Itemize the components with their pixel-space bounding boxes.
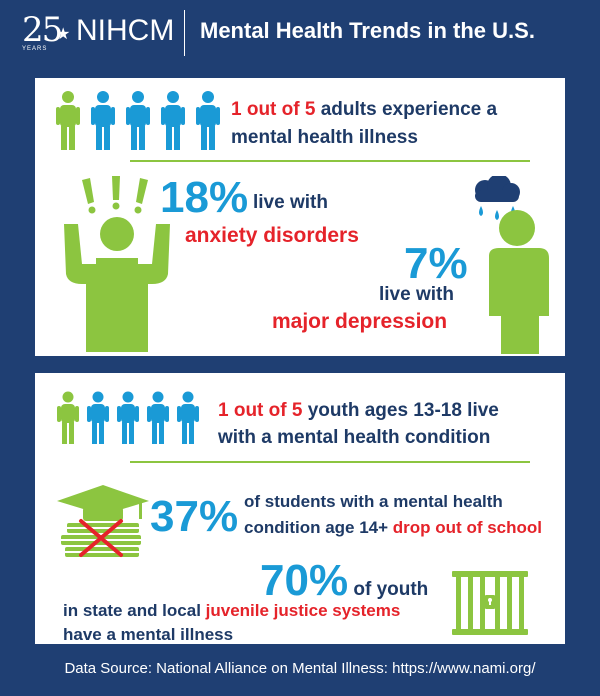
person-icon-blue	[177, 391, 199, 444]
youth-panel: 1 out of 5 youth ages 13-18 live with a …	[35, 373, 565, 644]
page-title: Mental Health Trends in the U.S.	[200, 18, 535, 43]
justice-line1a: in state and local	[63, 601, 206, 620]
anxiety-line2: anxiety disorders	[185, 224, 359, 247]
youth-stat: 1 out of 5 youth ages 13-18 live with a …	[218, 397, 499, 451]
logo-text: NIHCM	[76, 14, 175, 47]
divider	[130, 461, 530, 463]
data-source: Data Source: National Alliance on Mental…	[64, 660, 536, 677]
person-icon-blue	[87, 391, 109, 444]
person-icon-blue	[161, 91, 185, 150]
justice-text: in state and local juvenile justice syst…	[63, 599, 400, 647]
graduation-books-icon	[57, 485, 149, 557]
dropout-line2b: drop out of school	[392, 518, 542, 537]
person-icon-blue	[126, 91, 150, 150]
adults-stat: 1 out of 5 adults experience a mental he…	[231, 96, 497, 152]
dropout-text: of students with a mental health conditi…	[244, 489, 542, 541]
justice-after-pct: of youth	[348, 579, 429, 600]
anxiety-pct: 18%	[160, 173, 249, 222]
logo-number: 25	[22, 10, 63, 50]
justice-line1b: juvenile justice systems	[205, 601, 401, 620]
adults-stat-red: 1 out of 5	[231, 99, 316, 120]
depressed-person-icon	[475, 176, 549, 354]
justice-pct: 70%	[260, 556, 349, 605]
depression-line2: major depression	[272, 310, 448, 333]
people-row-icon	[56, 91, 220, 150]
dropout-line2a: condition age 14+	[244, 518, 393, 537]
justice-stat: 70% of youth	[260, 557, 428, 615]
person-icon-blue	[117, 391, 139, 444]
divider	[130, 160, 530, 162]
person-icon-blue	[147, 391, 169, 444]
depression-stat: 7%	[404, 240, 468, 298]
lock-icon	[488, 598, 492, 605]
person-icon-blue	[196, 91, 220, 150]
dropout-line1: of students with a mental health	[244, 492, 503, 511]
justice-line2: have a mental illness	[63, 625, 234, 644]
youth-row-icon	[57, 391, 199, 444]
adults-stat-rest1: adults experience a	[315, 99, 498, 120]
anxious-person-icon	[64, 176, 170, 352]
jail-cell-icon	[452, 571, 528, 635]
header: 25 YEARS ★ NIHCM Mental Health Trends in…	[0, 0, 600, 70]
adults-stat-rest2: mental health illness	[231, 127, 418, 148]
depression-line1: live with	[379, 284, 454, 305]
youth-stat-red: 1 out of 5	[218, 400, 303, 421]
logo-years: YEARS	[22, 46, 48, 52]
dropout-stat: 37%	[150, 493, 238, 551]
adults-panel: 1 out of 5 adults experience a mental he…	[35, 78, 565, 356]
person-icon-green	[56, 91, 80, 150]
dropout-pct: 37%	[150, 492, 239, 541]
cross-icon	[79, 519, 123, 557]
header-divider	[184, 10, 185, 56]
youth-stat-rest2: with a mental health condition	[218, 427, 491, 448]
depression-pct: 7%	[404, 239, 468, 288]
anxiety-stat: 18%	[160, 174, 248, 232]
anxiety-line1: live with	[253, 192, 328, 213]
youth-stat-rest1: youth ages 13-18 live	[302, 400, 499, 421]
rain-cloud-icon	[475, 176, 520, 202]
person-icon-blue	[91, 91, 115, 150]
person-icon-green	[57, 391, 79, 444]
star-icon: ★	[56, 26, 71, 43]
